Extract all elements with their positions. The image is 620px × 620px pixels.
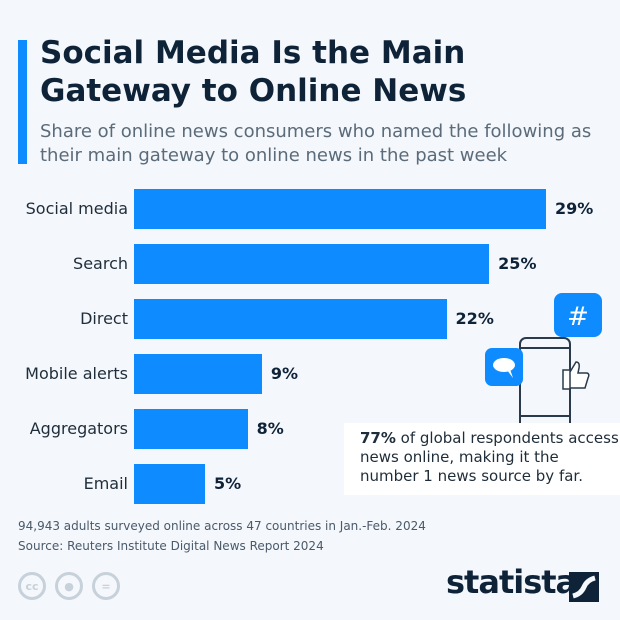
footnotes: 94,943 adults surveyed online across 47 …: [18, 516, 426, 556]
cc-license-icon[interactable]: cc: [18, 572, 46, 600]
svg-text:#: #: [567, 302, 589, 332]
data-label: 5%: [214, 474, 242, 493]
category-label: Search: [73, 254, 128, 273]
category-label: Direct: [80, 309, 128, 328]
data-label: 9%: [270, 364, 299, 383]
bar: [134, 464, 206, 504]
source-note: Source: Reuters Institute Digital News R…: [18, 539, 324, 553]
attribution-icon[interactable]: ●: [55, 572, 83, 600]
chart-title: Social Media Is the Main Gateway to Onli…: [40, 35, 467, 109]
bar: [134, 299, 447, 339]
data-label: 25%: [498, 254, 537, 273]
hashtag-icon: [554, 293, 602, 337]
callout-box: 77% of global respondents access news on…: [344, 423, 620, 495]
bar: [134, 244, 490, 284]
data-label: 8%: [256, 419, 284, 438]
category-label: Email: [83, 474, 128, 493]
category-label: Aggregators: [29, 419, 128, 438]
callout-highlight: 77%: [360, 429, 396, 447]
chart-subtitle: Share of online news consumers who named…: [40, 121, 592, 166]
callout-text: of global respondents access news online…: [360, 429, 619, 485]
thumbs-up-icon: [562, 361, 590, 390]
category-label: Mobile alerts: [25, 364, 128, 383]
title-accent-bar: [18, 40, 27, 164]
data-label: 29%: [555, 199, 594, 218]
phone-illustration: #: [485, 293, 602, 430]
bar: [134, 354, 262, 394]
no-derivatives-icon[interactable]: =: [92, 572, 120, 600]
category-label: Social media: [25, 199, 128, 218]
bar: [134, 409, 248, 449]
statista-logo[interactable]: statista: [446, 563, 577, 601]
statista-logo-mark-icon: [569, 572, 599, 602]
data-label: 22%: [455, 309, 494, 328]
survey-note: 94,943 adults surveyed online across 47 …: [18, 519, 426, 533]
bar: [134, 189, 546, 229]
